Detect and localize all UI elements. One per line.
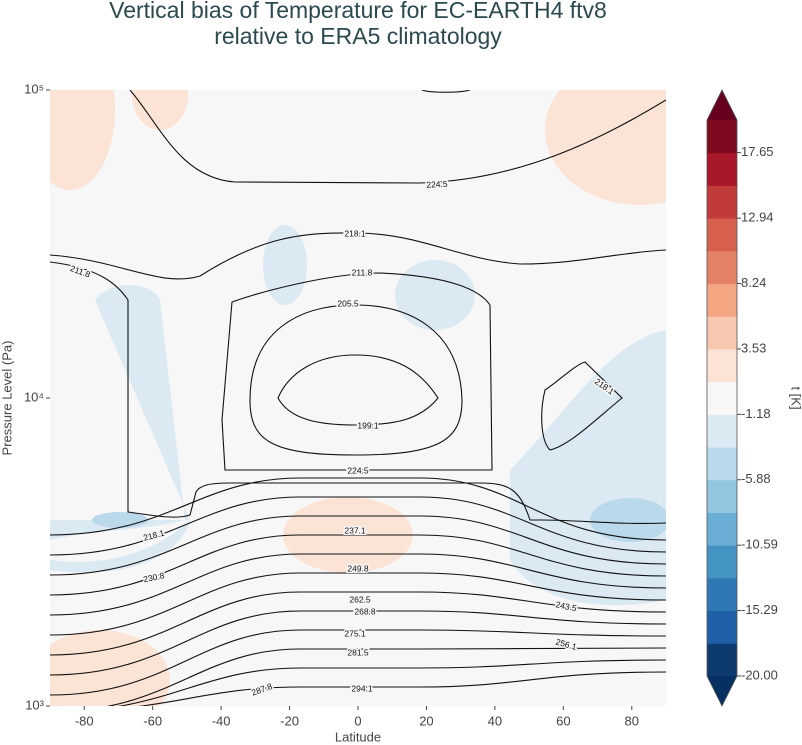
colorbar-bin [707,643,737,677]
region [50,90,115,190]
colorbar-bin [707,316,737,350]
contour-label: 294.1 [351,683,373,693]
region [50,630,170,706]
colorbar-bin [707,250,737,285]
colorbar-tick-label: -10.59 [741,537,778,552]
region [50,285,190,573]
contour-label: 218.1 [344,228,366,238]
x-tick-label: -40 [212,713,231,728]
region [263,225,307,305]
contour-line [50,477,666,541]
colorbar-bin [707,577,737,612]
contour-label: 268.8 [354,606,376,616]
contour-line [50,232,666,280]
contour-line [50,261,666,525]
x-tick-label: -20 [280,713,299,728]
contour-label: 224.5 [347,465,369,475]
contour-label: 249.8 [347,563,369,573]
x-tick-label: 0 [354,713,361,728]
contour-line [138,671,666,706]
region [590,498,666,542]
colorbar-tick-label: 3.53 [741,340,766,355]
contour-line [117,659,666,706]
colorbar-label: t [K] [789,386,802,409]
colorbar-bin [707,381,737,415]
colorbar-bin [707,545,737,579]
contour-label: 199.1 [357,420,379,430]
contour-line [50,515,666,576]
colorbar-tick-label: 17.65 [741,144,774,159]
contour-label: 237.1 [344,525,366,535]
colorbar-bin [707,479,737,513]
contour-label: 281.5 [347,647,369,657]
contour-label: 275.1 [344,628,366,638]
y-tick-label: 10⁴ [24,389,44,404]
x-axis-label: Latitude [335,729,381,744]
contour-label: 224.5 [426,179,448,190]
contour-label: 262.5 [349,594,371,604]
colorbar-bin [707,218,737,252]
colorbar-bin [707,185,737,219]
colorbar-tick-label: 12.94 [741,210,774,225]
region [92,512,148,528]
contour-line [221,272,493,471]
colorbar-bin [707,447,737,481]
contour-label: 211.8 [352,267,373,277]
x-tick-label: -60 [143,713,162,728]
contour-label: 205.5 [337,298,359,308]
colorbar-tick-label: -1.18 [741,406,771,421]
x-tick-label: 20 [419,713,433,728]
contour-line [50,610,666,676]
colorbar-extend [707,676,737,706]
colorbar-bin [707,414,737,448]
contour-line [50,496,666,556]
colorbar-tick-label: 8.24 [741,275,766,290]
chart-title: Vertical bias of Temperature for EC-EART… [109,0,607,23]
contour-line [50,591,666,656]
contour-line [421,90,471,93]
colorbar-bin [707,512,737,546]
contour-line [50,629,666,696]
colorbar-bin [707,348,737,383]
colorbar-bin [707,152,737,186]
contour-line [50,572,666,636]
x-tick-label: 60 [556,713,570,728]
y-tick-label: 10⁵ [24,81,44,96]
contour-line [541,361,623,451]
x-tick-label: -80 [75,713,94,728]
region [545,90,666,205]
y-axis-label: Pressure Level (Pa) [0,341,14,456]
contour-line [106,647,666,706]
x-tick-label: 40 [488,713,502,728]
colorbar-bin [707,120,737,154]
contour-lines [50,90,666,706]
contour-line [249,304,463,456]
x-tick-label: 80 [625,713,639,728]
contour-line [277,354,439,426]
chart-title: relative to ERA5 climatology [214,23,502,49]
region [395,260,475,330]
colorbar-bin [707,283,737,317]
region [132,90,188,130]
colorbar-tick-label: -5.88 [741,471,771,486]
colorbar-tick-label: -15.29 [741,602,778,617]
colorbar-extend [707,90,737,120]
colorbar-bin [707,610,737,644]
colorbar-tick-label: -20.00 [741,667,778,682]
contour-line [50,553,666,616]
contour-line [50,534,666,596]
y-tick-label: 10³ [25,697,44,712]
contour-line [129,90,666,184]
